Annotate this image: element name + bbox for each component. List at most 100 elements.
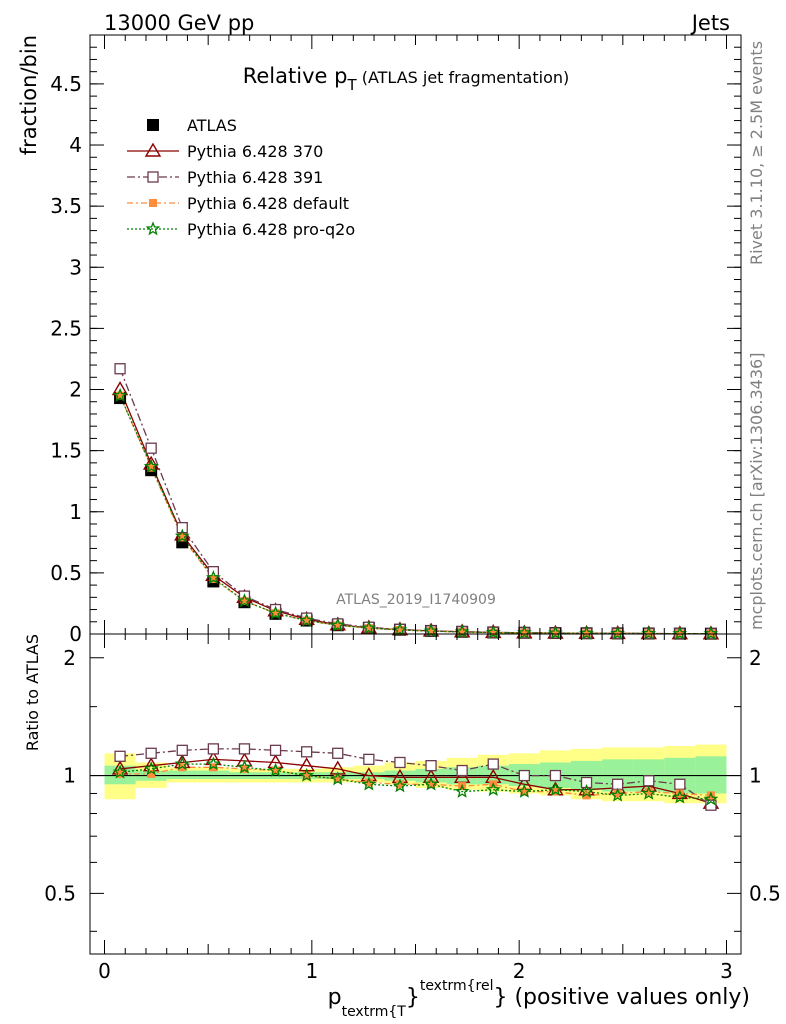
xlabel-brace: } — [406, 985, 420, 1010]
point-pdef — [116, 391, 125, 400]
ratio-point-pq2o — [579, 783, 594, 798]
point-pq2o — [330, 617, 346, 632]
ratio-point-p391 — [176, 744, 188, 756]
title-sub: T — [346, 76, 357, 94]
ratio-point-pq2o — [206, 756, 221, 771]
ratio-point-pdef — [240, 764, 249, 773]
ytick-label: 4.5 — [50, 72, 82, 96]
watermark: ATLAS_2019_I1740909 — [336, 592, 496, 608]
point-pdef — [271, 609, 280, 618]
ratio-point-pdef — [333, 774, 342, 783]
point-pq2o — [516, 625, 532, 640]
ratio-ytick-label-right: 1 — [749, 764, 762, 788]
ratio-point-pq2o — [299, 767, 315, 782]
ratio-point-p391 — [269, 744, 282, 756]
ratio-point-pdef — [644, 787, 653, 796]
main-ylabel: fraction/bin — [17, 35, 41, 155]
point-p391 — [176, 521, 188, 534]
main-panel: 0 0.5 1 1.5 2 2.5 3 3.5 4 4.5 Relative pT (ATLAS … — [17, 34, 742, 646]
ratio-point-pq2o — [423, 776, 439, 791]
mcplots-label: mcplots.cern.ch [arXiv:1306.3436] — [747, 353, 766, 630]
main-ticks: 0 0.5 1 1.5 2 2.5 3 3.5 4 4.5 — [50, 34, 741, 646]
point-pdef — [302, 616, 311, 625]
point-pq2o — [174, 528, 190, 543]
ytick-label: 1 — [69, 500, 82, 524]
xlabel-sub: textrm{T — [342, 1004, 407, 1020]
main-plot-content — [111, 363, 720, 641]
point-pdef — [427, 627, 436, 636]
ratio-point-p391 — [580, 776, 593, 789]
ratio-point-pdef — [147, 769, 156, 778]
point-pdef — [147, 463, 156, 472]
point-pq2o — [672, 625, 688, 640]
point-pdef — [551, 629, 560, 638]
ratio-point-pdef — [582, 791, 591, 800]
ratio-point-pdef — [613, 789, 622, 798]
ratio-point-pdef — [302, 771, 311, 780]
title-main: Relative p — [243, 64, 348, 88]
point-pq2o — [268, 605, 284, 620]
ratio-point-p391 — [518, 769, 530, 782]
ratio-xlabel: ptextrm{T}textrm{rel} (positive values o… — [328, 978, 750, 1020]
point-pdef — [489, 628, 498, 637]
point-pq2o — [361, 620, 377, 635]
ratio-point-p391 — [301, 746, 313, 758]
point-pdef — [178, 533, 187, 542]
xlabel-sup: textrm{rel — [420, 978, 494, 994]
ratio-point-pq2o — [485, 781, 501, 797]
point-pq2o — [392, 622, 408, 637]
ratio-ytick-label-right: 2 — [749, 646, 762, 670]
ratio-line-pq2o — [120, 763, 711, 800]
ytick-label: 1.5 — [50, 439, 82, 463]
point-pdef — [395, 625, 404, 634]
band-inner — [166, 770, 198, 779]
ratio-plot-content — [90, 743, 741, 811]
point-pq2o — [703, 625, 719, 641]
point-p391 — [145, 442, 157, 454]
point-p391 — [114, 363, 126, 375]
ratio-point-pq2o — [547, 781, 563, 797]
ratio-point-p391 — [207, 743, 220, 755]
ratio-xtick-label: 2 — [513, 959, 526, 983]
ratio-point-pq2o — [641, 785, 657, 800]
ratio-point-pdef — [706, 791, 715, 800]
ratio-ytick-label-right: 0.5 — [749, 881, 781, 905]
ratio-panel: 0.5 0.5 1 1 2 2 0 1 2 3 Ratio to ATLAS ptextrm{T}… — [23, 633, 781, 1020]
xlabel-main: p — [328, 985, 342, 1010]
ytick-label: 0.5 — [50, 561, 82, 585]
point-pq2o — [579, 625, 594, 640]
ratio-point-p391 — [145, 747, 157, 759]
ratio-point-pdef — [675, 789, 684, 798]
legend-marker-p370 — [144, 142, 162, 157]
legend-marker-pq2o — [145, 221, 161, 236]
ytick-label: 0 — [69, 622, 82, 646]
ytick-label: 4 — [69, 133, 82, 157]
ratio-point-pq2o — [268, 762, 284, 777]
ratio-point-p391 — [487, 758, 499, 770]
point-pdef — [582, 629, 591, 638]
legend: ATLAS Pythia 6.428 370 Pythia 6.428 391 Pyt… — [127, 116, 355, 239]
ratio-xtick-label: 1 — [305, 959, 318, 983]
header-process: 13000 GeV pp — [104, 11, 254, 35]
xlabel-rest: } (positive values only) — [493, 985, 750, 1010]
point-pq2o — [143, 458, 159, 473]
legend-label-pdef: Pythia 6.428 default — [187, 194, 349, 213]
ratio-ylabel: Ratio to ATLAS — [23, 634, 42, 751]
ratio-point-p391 — [643, 775, 655, 787]
legend-label-p370: Pythia 6.428 370 — [187, 142, 323, 161]
point-pq2o — [485, 624, 501, 639]
ratio-point-pq2o — [112, 764, 128, 779]
ratio-point-pdef — [520, 787, 529, 796]
ratio-point-pdef — [395, 780, 404, 789]
point-pq2o — [610, 625, 625, 640]
point-pdef — [333, 621, 342, 630]
ratio-point-pq2o — [516, 783, 532, 798]
ratio-ytick-label: 0.5 — [44, 881, 76, 905]
ratio-point-pq2o — [392, 778, 408, 793]
ratio-point-p391 — [611, 778, 624, 790]
legend-marker-pdef — [149, 199, 157, 207]
band-inner — [695, 756, 727, 794]
ratio-ytick-label: 1 — [63, 764, 76, 788]
legend-label-atlas: ATLAS — [187, 116, 237, 135]
